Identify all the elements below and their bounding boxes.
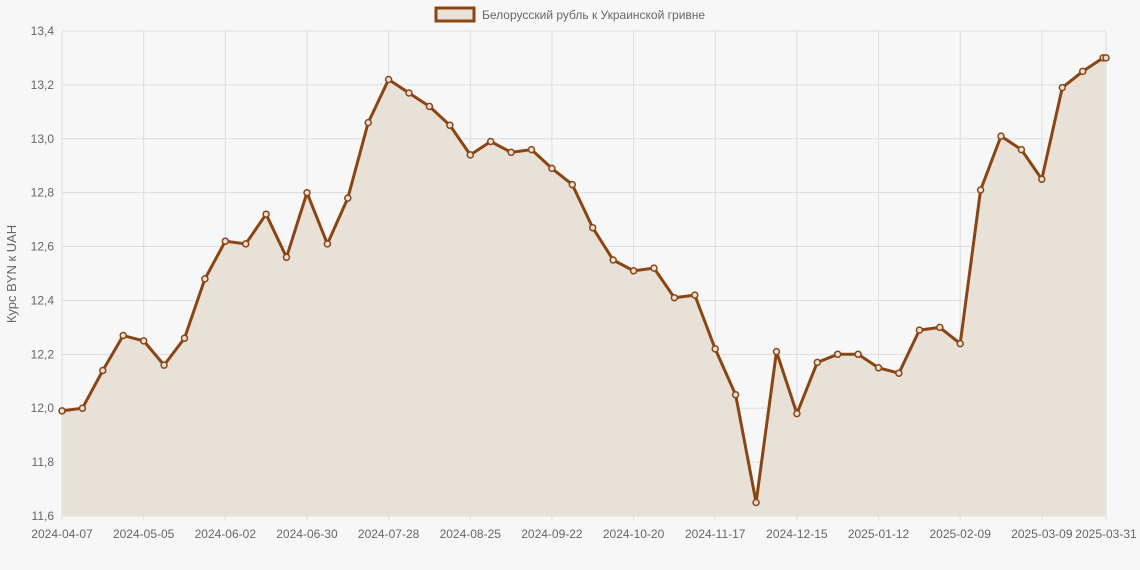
x-tick-label: 2024-05-05 (113, 527, 175, 541)
data-point[interactable] (241, 240, 250, 248)
data-point[interactable] (1078, 67, 1087, 76)
x-tick-label: 2024-12-15 (766, 527, 828, 541)
y-axis-tick-labels: 11,6 11,8 12,0 12,2 12,4 12,6 12,8 13,0 13,2 13,4 (31, 24, 55, 523)
data-point[interactable] (99, 366, 107, 375)
data-point[interactable] (466, 151, 475, 159)
data-point[interactable] (58, 407, 66, 415)
data-point[interactable] (976, 186, 985, 194)
data-point[interactable] (609, 256, 617, 264)
data-point[interactable] (997, 132, 1005, 140)
data-point[interactable] (180, 334, 189, 342)
data-point[interactable] (160, 361, 168, 369)
data-point[interactable] (691, 291, 699, 299)
data-point[interactable] (405, 89, 413, 97)
data-point[interactable] (303, 188, 311, 197)
x-tick-label: 2025-01-12 (848, 527, 910, 541)
data-point[interactable] (936, 323, 944, 332)
y-tick-label: 13,4 (31, 24, 55, 38)
y-tick-label: 11,8 (32, 455, 55, 469)
x-tick-label: 2024-09-22 (521, 527, 583, 541)
data-point[interactable] (384, 75, 393, 84)
data-point[interactable] (282, 253, 291, 262)
y-tick-label: 12,0 (31, 401, 55, 415)
data-point[interactable] (650, 264, 658, 272)
y-axis-title: Курс BYN к UAH (4, 225, 19, 323)
data-point[interactable] (588, 223, 597, 232)
legend[interactable]: Белорусский рубль к Украинской гривне (434, 6, 705, 23)
data-point[interactable] (568, 180, 577, 189)
x-tick-label: 2024-06-02 (195, 527, 257, 541)
data-point[interactable] (262, 210, 270, 218)
data-point[interactable] (548, 164, 556, 173)
data-point[interactable] (1017, 145, 1026, 154)
y-tick-label: 11,6 (32, 509, 55, 523)
y-tick-label: 12,6 (31, 240, 55, 254)
legend-swatch[interactable] (434, 6, 476, 23)
data-point[interactable] (1102, 54, 1110, 62)
data-point[interactable] (323, 240, 332, 248)
x-tick-label: 2024-11-17 (685, 527, 746, 541)
data-point[interactable] (221, 237, 230, 245)
data-point[interactable] (364, 118, 372, 127)
y-tick-label: 13,2 (31, 78, 55, 92)
data-point[interactable] (139, 337, 148, 345)
y-tick-label: 12,4 (31, 293, 55, 307)
data-point[interactable] (956, 339, 964, 348)
legend-label[interactable]: Белорусский рубль к Украинской гривне (482, 8, 705, 22)
y-tick-label: 13,0 (31, 132, 55, 146)
data-point[interactable] (446, 121, 454, 130)
data-point[interactable] (78, 404, 87, 412)
x-tick-label: 2024-10-20 (603, 527, 665, 541)
data-point[interactable] (486, 137, 495, 146)
x-tick-label: 2025-02-09 (929, 527, 991, 541)
x-tick-label: 2024-06-30 (276, 527, 338, 541)
data-point[interactable] (895, 369, 903, 377)
series-area-fill (62, 57, 1106, 517)
x-axis-tick-labels: 2024-04-07 2024-05-05 2024-06-02 2024-06-30… (31, 527, 1137, 541)
x-tick-label: 2024-08-25 (440, 527, 502, 541)
data-point[interactable] (854, 350, 862, 359)
data-point[interactable] (425, 102, 434, 111)
data-point[interactable] (874, 364, 883, 372)
data-point[interactable] (731, 390, 740, 399)
data-point[interactable] (1058, 83, 1067, 92)
x-tick-label: 2025-03-31 (1075, 527, 1137, 541)
data-point[interactable] (1038, 175, 1046, 183)
data-point[interactable] (119, 331, 127, 340)
data-point[interactable] (813, 358, 822, 367)
data-point[interactable] (793, 409, 801, 418)
data-point[interactable] (711, 345, 719, 353)
data-point[interactable] (752, 498, 760, 507)
data-point[interactable] (629, 267, 638, 275)
x-tick-label: 2024-04-07 (31, 527, 93, 541)
data-points (58, 54, 1110, 507)
x-tick-label: 2024-07-28 (358, 527, 420, 541)
data-point[interactable] (833, 350, 842, 359)
data-point[interactable] (201, 275, 209, 283)
data-point[interactable] (344, 194, 352, 202)
data-point[interactable] (670, 293, 679, 302)
y-tick-label: 12,2 (31, 347, 55, 361)
data-point[interactable] (527, 145, 536, 154)
data-point[interactable] (915, 326, 924, 334)
x-tick-label: 2025-03-09 (1011, 527, 1073, 541)
data-point[interactable] (772, 347, 781, 356)
y-tick-label: 12,8 (31, 186, 55, 200)
data-point[interactable] (507, 148, 515, 157)
